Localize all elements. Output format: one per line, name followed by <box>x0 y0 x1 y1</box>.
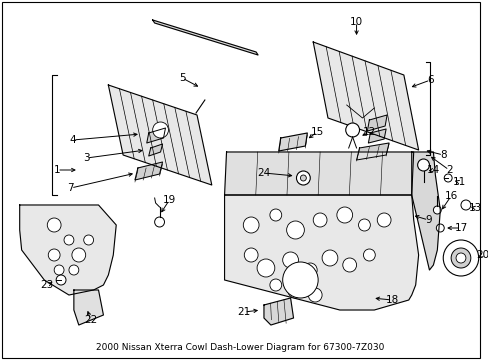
Polygon shape <box>224 195 418 310</box>
Circle shape <box>72 248 85 262</box>
Circle shape <box>69 265 79 275</box>
Text: 5: 5 <box>179 73 185 83</box>
Polygon shape <box>264 298 293 325</box>
Polygon shape <box>108 85 211 185</box>
Circle shape <box>443 174 451 182</box>
Circle shape <box>244 248 258 262</box>
Circle shape <box>376 213 390 227</box>
Text: 2: 2 <box>445 165 451 175</box>
Circle shape <box>152 122 168 138</box>
Text: 9: 9 <box>424 215 431 225</box>
Circle shape <box>358 219 369 231</box>
Text: 14: 14 <box>426 165 439 175</box>
Circle shape <box>336 207 352 223</box>
Circle shape <box>307 288 322 302</box>
Polygon shape <box>411 152 439 270</box>
Circle shape <box>363 249 374 261</box>
Circle shape <box>64 235 74 245</box>
Circle shape <box>56 275 66 285</box>
Circle shape <box>54 265 64 275</box>
Circle shape <box>342 258 356 272</box>
Circle shape <box>269 209 281 221</box>
Circle shape <box>432 206 440 214</box>
Text: 1: 1 <box>54 165 61 175</box>
Circle shape <box>303 263 317 277</box>
Text: 17: 17 <box>453 223 467 233</box>
Circle shape <box>460 200 470 210</box>
Text: 12: 12 <box>362 127 375 137</box>
Circle shape <box>48 249 60 261</box>
Text: 13: 13 <box>468 203 481 213</box>
Polygon shape <box>313 42 418 150</box>
Circle shape <box>257 259 274 277</box>
Text: 3: 3 <box>83 153 90 163</box>
Polygon shape <box>224 152 413 195</box>
Circle shape <box>455 253 465 263</box>
Text: 4: 4 <box>69 135 76 145</box>
Text: 24: 24 <box>257 168 270 178</box>
Text: 15: 15 <box>310 127 323 137</box>
Polygon shape <box>135 162 162 180</box>
Circle shape <box>345 123 359 137</box>
Circle shape <box>417 159 428 171</box>
Polygon shape <box>74 290 103 325</box>
Circle shape <box>282 252 298 268</box>
Circle shape <box>282 262 318 298</box>
Text: 11: 11 <box>451 177 465 187</box>
Text: 23: 23 <box>41 280 54 290</box>
Text: 22: 22 <box>84 315 97 325</box>
Circle shape <box>243 217 259 233</box>
Circle shape <box>83 235 93 245</box>
Circle shape <box>287 282 303 298</box>
Text: 7: 7 <box>67 183 74 193</box>
Text: 2000 Nissan Xterra Cowl Dash-Lower Diagram for 67300-7Z030: 2000 Nissan Xterra Cowl Dash-Lower Diagr… <box>96 343 384 352</box>
Text: 18: 18 <box>385 295 398 305</box>
Circle shape <box>435 224 443 232</box>
Polygon shape <box>356 143 388 160</box>
Circle shape <box>286 221 304 239</box>
Text: 8: 8 <box>439 150 446 160</box>
Polygon shape <box>148 144 162 156</box>
Circle shape <box>313 213 326 227</box>
Circle shape <box>154 217 164 227</box>
Circle shape <box>269 279 281 291</box>
Circle shape <box>47 218 61 232</box>
Polygon shape <box>366 115 386 131</box>
Polygon shape <box>146 128 165 143</box>
Polygon shape <box>367 129 386 143</box>
Text: 10: 10 <box>349 17 363 27</box>
Text: 19: 19 <box>163 195 176 205</box>
Circle shape <box>450 248 470 268</box>
Polygon shape <box>278 133 306 151</box>
Circle shape <box>322 250 337 266</box>
Text: 16: 16 <box>444 191 457 201</box>
Text: 6: 6 <box>426 75 433 85</box>
Circle shape <box>300 175 305 181</box>
Text: 20: 20 <box>475 250 488 260</box>
Text: 21: 21 <box>237 307 250 317</box>
Polygon shape <box>152 20 258 55</box>
Polygon shape <box>20 205 116 295</box>
Circle shape <box>296 171 310 185</box>
Circle shape <box>442 240 478 276</box>
